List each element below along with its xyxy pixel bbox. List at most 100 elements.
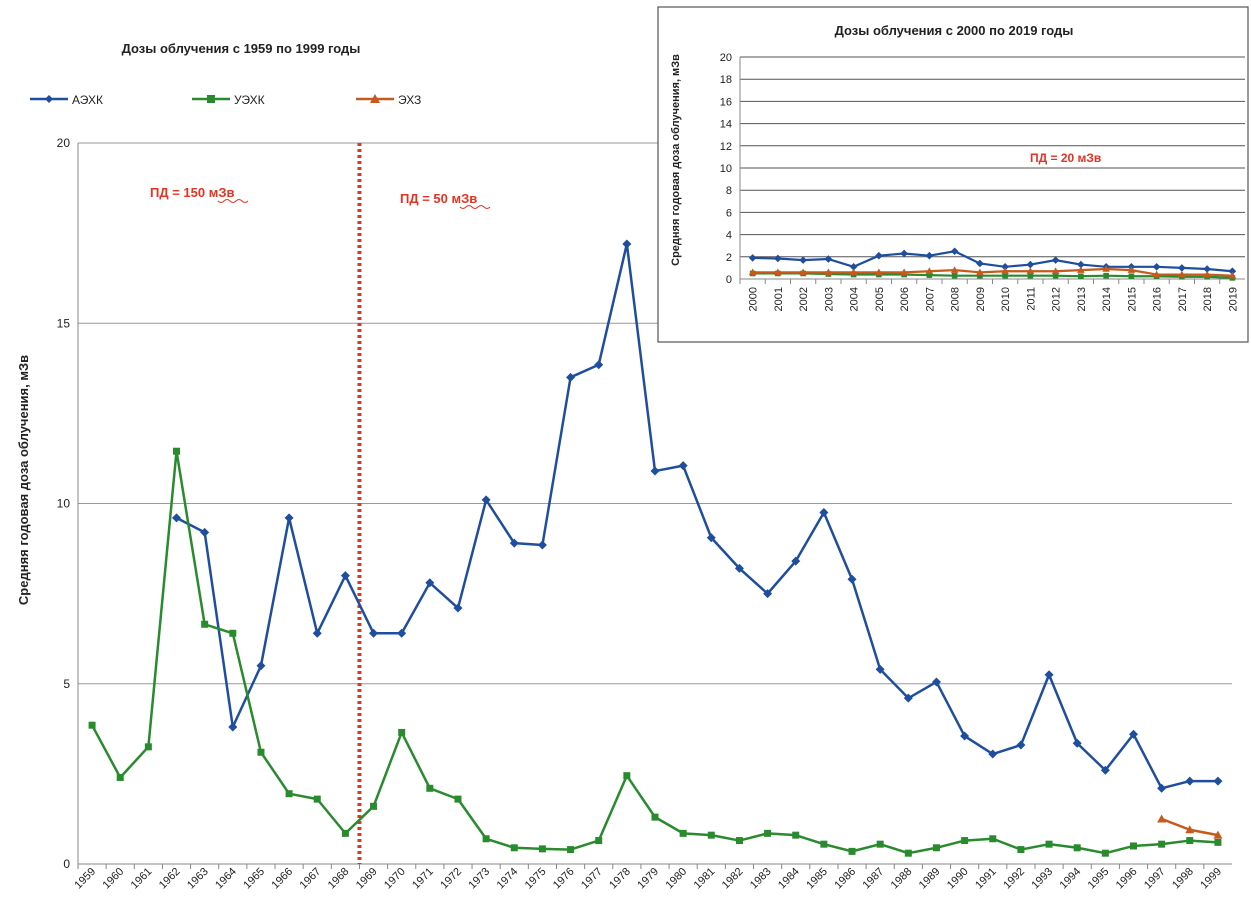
data-point-diamond	[774, 254, 782, 263]
data-point-square	[926, 272, 933, 278]
x-tick-label: 1994	[1058, 866, 1084, 892]
data-point-square	[538, 845, 546, 853]
x-tick-label: 1963	[185, 866, 211, 892]
data-point-triangle	[774, 268, 782, 276]
data-point-diamond	[200, 527, 210, 537]
data-point-triangle	[1077, 266, 1085, 273]
x-tick-label: 2015	[1126, 287, 1138, 311]
data-point-diamond	[312, 628, 322, 638]
y-tick-label: 0	[726, 274, 732, 286]
data-point-diamond	[425, 578, 435, 588]
data-point-diamond	[622, 239, 632, 249]
annotation-underline	[459, 205, 491, 209]
x-tick-label: 2012	[1051, 287, 1063, 311]
data-point-square	[848, 847, 856, 855]
data-point-square	[792, 831, 800, 839]
x-tick-label: 2010	[1000, 287, 1012, 311]
data-point-diamond	[960, 731, 970, 741]
data-point-triangle	[925, 267, 934, 275]
data-point-triangle	[1203, 270, 1211, 278]
main-series	[88, 239, 1223, 857]
data-point-diamond	[1100, 765, 1110, 775]
data-point-triangle	[1185, 825, 1195, 834]
data-point-square	[257, 748, 265, 756]
data-point-diamond	[791, 556, 801, 566]
x-tick-label: 1998	[1170, 866, 1196, 892]
x-tick-label: 1979	[635, 866, 661, 892]
data-point-diamond	[950, 247, 959, 256]
legend-marker-diamond	[45, 95, 53, 103]
x-tick-label: 1983	[748, 866, 774, 892]
x-tick-label: 2014	[1101, 287, 1113, 311]
data-point-diamond	[819, 508, 829, 518]
x-tick-label: 1995	[1086, 866, 1112, 892]
data-point-square	[454, 795, 462, 803]
data-point-triangle	[950, 266, 959, 273]
data-point-square	[567, 846, 575, 854]
data-point-triangle	[748, 268, 757, 276]
data-point-diamond	[976, 259, 984, 268]
data-point-square	[1103, 272, 1109, 279]
data-point-triangle	[900, 268, 908, 276]
data-point-square	[341, 829, 349, 837]
y-tick-label: 2	[726, 252, 732, 264]
data-point-square	[313, 795, 321, 803]
x-tick-label: 2008	[950, 287, 962, 311]
x-tick-label: 1975	[523, 866, 549, 892]
main-chart-title: Дозы облучения с 1959 по 1999 годы	[122, 41, 361, 56]
data-point-square	[820, 840, 828, 848]
x-tick-label: 2003	[823, 287, 835, 311]
y-tick-label: 6	[726, 207, 732, 219]
data-point-square	[595, 837, 603, 845]
data-point-triangle	[1213, 830, 1223, 839]
data-point-diamond	[1185, 776, 1195, 786]
main-y-axis-label: Средняя годовая доза облучения, мЗв	[16, 355, 31, 605]
y-tick-label: 20	[720, 52, 732, 64]
data-point-square	[623, 772, 631, 780]
data-point-diamond	[706, 533, 716, 543]
x-tick-label: 1966	[269, 866, 295, 892]
data-point-diamond	[925, 251, 934, 260]
x-tick-label: 2006	[899, 287, 911, 311]
legend-entry-ehz: ЭХЗ	[356, 93, 421, 107]
x-tick-label: 2000	[748, 287, 760, 311]
data-point-diamond	[847, 574, 857, 584]
data-point-diamond	[734, 563, 744, 573]
data-point-square	[651, 813, 659, 821]
data-point-diamond	[1001, 262, 1009, 271]
data-point-triangle	[875, 268, 883, 276]
x-tick-label: 2018	[1202, 287, 1214, 311]
data-point-square	[1052, 272, 1059, 279]
x-tick-label: 1974	[495, 866, 521, 892]
data-point-square	[426, 784, 434, 792]
data-point-square	[482, 835, 490, 843]
x-tick-label: 1987	[860, 866, 886, 892]
data-point-square	[1101, 849, 1109, 857]
data-point-square	[904, 849, 912, 857]
data-point-triangle	[1051, 267, 1060, 275]
x-tick-label: 1986	[832, 866, 858, 892]
data-point-square	[173, 447, 181, 455]
x-tick-label: 1982	[720, 866, 746, 892]
data-point-diamond	[875, 664, 885, 674]
data-point-square	[285, 790, 293, 798]
data-point-diamond	[1128, 729, 1138, 739]
data-point-diamond	[397, 628, 407, 638]
data-point-diamond	[566, 372, 576, 382]
y-tick-label: 16	[720, 96, 732, 108]
series-line	[752, 267, 1233, 277]
legend: АЭХК УЭХК ЭХЗ	[30, 93, 421, 107]
data-point-square	[764, 829, 772, 837]
data-point-diamond	[256, 661, 266, 671]
y-tick-label: 14	[720, 119, 732, 131]
data-point-triangle	[1001, 267, 1009, 275]
data-point-diamond	[1203, 265, 1211, 273]
annotation-pd-150: ПД = 150 мЗв	[150, 185, 234, 200]
legend-marker-square	[207, 95, 215, 103]
x-tick-label: 1984	[776, 866, 802, 892]
y-tick-label: 12	[720, 141, 732, 153]
data-point-diamond	[678, 461, 688, 471]
x-tick-label: 1968	[326, 866, 352, 892]
data-point-square	[88, 721, 96, 729]
x-tick-label: 1978	[607, 866, 633, 892]
